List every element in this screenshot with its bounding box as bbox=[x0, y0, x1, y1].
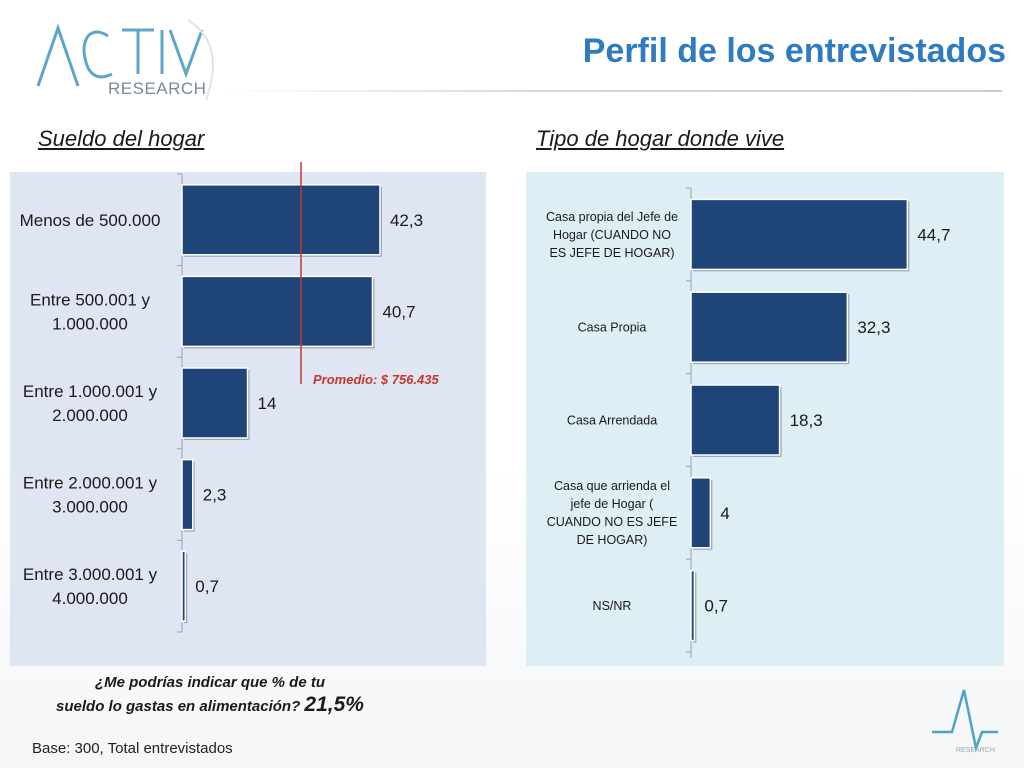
category-label: ES JEFE DE HOGAR) bbox=[549, 246, 674, 260]
category-label: 4.000.000 bbox=[52, 589, 128, 608]
category-label: Casa propia del Jefe de bbox=[546, 210, 678, 224]
base-note: Base: 300, Total entrevistados bbox=[32, 740, 233, 757]
category-label: Menos de 500.000 bbox=[20, 211, 161, 230]
value-label: 4 bbox=[720, 504, 729, 523]
value-label: 2,3 bbox=[203, 486, 227, 505]
value-label: 18,3 bbox=[790, 411, 823, 430]
category-label: Casa que arrienda el bbox=[554, 479, 670, 493]
category-label: DE HOGAR) bbox=[577, 533, 648, 547]
left-chart-title: Sueldo del hogar bbox=[38, 126, 205, 151]
bar-3 bbox=[181, 458, 194, 531]
page-title: Perfil de los entrevistados bbox=[582, 32, 1006, 70]
bar-4 bbox=[181, 550, 187, 622]
corner-logo-icon: RESEARCH bbox=[932, 689, 998, 754]
activa-research-logo: RESEARCH bbox=[36, 19, 214, 101]
value-label: 0,7 bbox=[195, 577, 219, 596]
title-divider bbox=[220, 90, 1002, 92]
category-label: Entre 500.001 y bbox=[30, 290, 151, 309]
value-label: 0,7 bbox=[704, 597, 728, 616]
category-label: Casa Arrendada bbox=[567, 413, 657, 427]
category-label: CUANDO NO ES JEFE bbox=[547, 515, 678, 529]
svg-text:RESEARCH: RESEARCH bbox=[108, 79, 206, 98]
bar-2 bbox=[690, 384, 781, 456]
category-label: 3.000.000 bbox=[52, 498, 128, 517]
question-line-2: sueldo lo gastas en alimentación? bbox=[56, 698, 301, 715]
category-label: 2.000.000 bbox=[52, 406, 128, 425]
category-label: jefe de Hogar ( bbox=[570, 497, 655, 511]
category-label: Hogar (CUANDO NO bbox=[553, 228, 671, 242]
value-label: 44,7 bbox=[917, 225, 950, 244]
bar-2 bbox=[181, 367, 249, 439]
bar-0 bbox=[690, 198, 909, 271]
bar-0 bbox=[181, 184, 381, 256]
right-chart-title: Tipo de hogar donde vive bbox=[536, 126, 785, 151]
question-line-1: ¿Me podrías indicar que % de tu bbox=[94, 674, 326, 691]
value-label: 42,3 bbox=[390, 211, 423, 230]
category-label: Casa Propia bbox=[578, 321, 647, 335]
bar-3 bbox=[690, 477, 712, 549]
category-label: Entre 3.000.001 y bbox=[23, 565, 158, 584]
category-label: 1.000.000 bbox=[52, 314, 128, 333]
bar-4 bbox=[690, 569, 696, 642]
average-label: Promedio: $ 756.435 bbox=[313, 372, 439, 387]
category-label: Entre 1.000.001 y bbox=[23, 382, 158, 401]
category-label: Entre 2.000.001 y bbox=[23, 474, 158, 493]
bar-1 bbox=[181, 275, 374, 348]
category-label: NS/NR bbox=[593, 599, 632, 613]
value-label: 14 bbox=[258, 394, 277, 413]
value-label: 32,3 bbox=[857, 318, 890, 337]
question-value: 21,5% bbox=[304, 693, 364, 716]
bar-1 bbox=[690, 291, 849, 363]
food-spending-question: ¿Me podrías indicar que % de tu sueldo l… bbox=[20, 672, 400, 718]
svg-text:RESEARCH: RESEARCH bbox=[956, 747, 995, 754]
value-label: 40,7 bbox=[382, 302, 415, 321]
